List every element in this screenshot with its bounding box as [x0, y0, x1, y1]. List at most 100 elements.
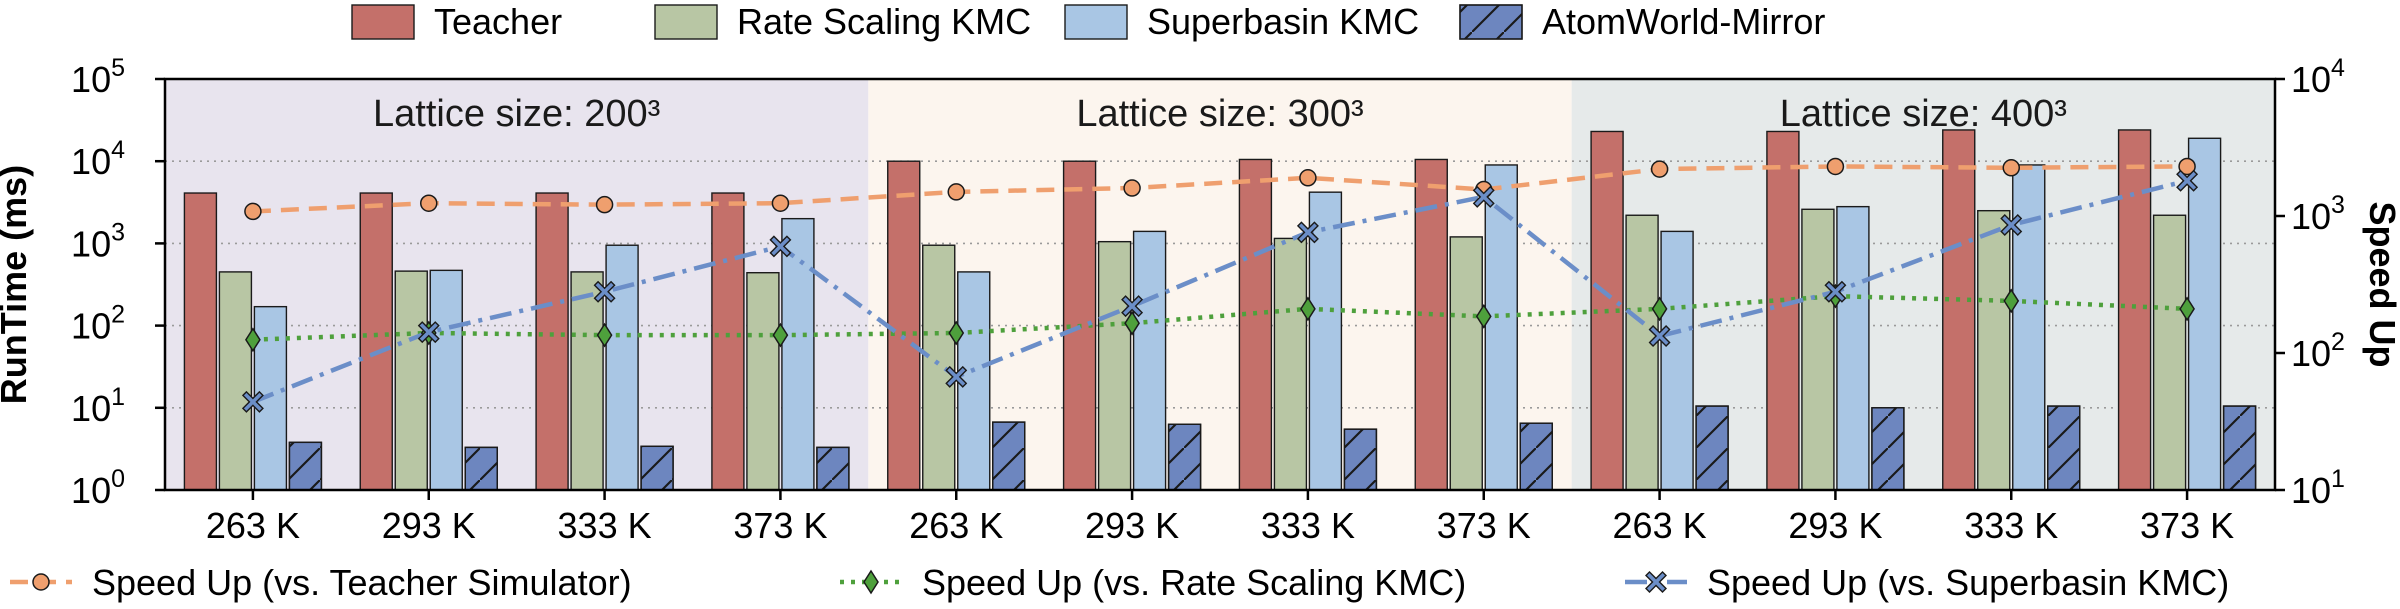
legend-bars: Teacher Rate Scaling KMC Superbasin KMC Ato… — [351, 1, 1825, 42]
line-marker — [2003, 288, 2020, 314]
tick-label: 104 — [71, 136, 125, 182]
bar — [1238, 158, 1273, 491]
legend-entry: Teacher — [351, 1, 562, 42]
plot-frame — [163, 77, 2277, 492]
line-marker — [1824, 280, 1847, 303]
speedup-line — [252, 178, 2188, 404]
line-marker — [595, 195, 614, 214]
bar — [746, 272, 780, 491]
line-marker — [769, 235, 792, 258]
bar — [781, 217, 815, 491]
line-marker — [863, 569, 879, 595]
line-marker — [241, 390, 264, 413]
speedup-line — [252, 293, 2188, 342]
line-marker — [1826, 157, 1845, 176]
bar-hatch — [464, 446, 498, 491]
x-tick-label: 373 K — [733, 505, 827, 546]
x-tick-label: 373 K — [1437, 505, 1531, 546]
bar-hatch — [640, 445, 674, 491]
tick-label: 105 — [71, 54, 125, 100]
bar — [1977, 209, 2011, 491]
tick-label: 101 — [2291, 465, 2345, 511]
tick-label: 104 — [2291, 54, 2345, 100]
bar — [1414, 158, 1448, 491]
line-marker — [2000, 213, 2023, 236]
bar — [1449, 236, 1483, 491]
bar-hatch — [2222, 405, 2257, 491]
bar — [2117, 129, 2152, 491]
bar — [711, 192, 745, 491]
tick-label: 100 — [71, 465, 125, 511]
line-marker — [947, 183, 965, 201]
bar — [1625, 214, 1659, 491]
bar — [359, 192, 393, 491]
bar — [2012, 164, 2046, 491]
line-marker — [1651, 296, 1668, 322]
tick-label: 102 — [71, 301, 125, 347]
x-tick-label: 293 K — [382, 505, 476, 546]
line-marker — [1123, 179, 1141, 197]
line-marker — [1472, 185, 1495, 208]
x-tick-label: 263 K — [206, 505, 300, 546]
line-marker — [417, 321, 440, 344]
gridlines — [165, 160, 2275, 409]
bar — [887, 160, 921, 491]
line-marker — [244, 202, 262, 221]
line-marker — [945, 365, 968, 388]
line-marker — [2179, 296, 2195, 322]
tick-label: 102 — [2291, 328, 2345, 374]
bar-hatch — [816, 446, 850, 491]
line-marker — [1650, 160, 1669, 178]
line-marker — [772, 322, 789, 348]
legend-label: AtomWorld-Mirror — [1542, 1, 1825, 42]
y-axis-right-title: Speed Up — [2362, 201, 2400, 367]
legend-entry: AtomWorld-Mirror — [1459, 1, 1825, 42]
legend-label: Speed Up (vs. Teacher Simulator) — [92, 562, 632, 603]
group-label: Lattice size: 200³ — [373, 93, 660, 135]
legend-entry: Superbasin KMC — [1064, 1, 1419, 42]
line-marker — [2176, 169, 2199, 192]
x-tick-label: 333 K — [1964, 505, 2058, 546]
bar — [1273, 237, 1308, 491]
line-marker — [1475, 304, 1492, 329]
line-marker — [1124, 310, 1140, 336]
group-label: Lattice size: 300³ — [1076, 93, 1363, 135]
group-labels: Lattice size: 200³ Lattice size: 300³ La… — [373, 93, 2067, 135]
legend-label: Superbasin KMC — [1147, 1, 1419, 42]
x-tick-label: 373 K — [2140, 505, 2234, 546]
line-marker — [771, 194, 790, 212]
line-marker — [1300, 296, 1316, 322]
bar-hatch — [1519, 422, 1553, 491]
bar-hatch — [1695, 405, 1729, 491]
y-axis-left-title: RunTime (ms) — [0, 165, 34, 404]
bar-hatch — [1343, 428, 1378, 491]
line-marker — [596, 322, 613, 348]
line-marker — [1296, 221, 1319, 244]
line-marker — [32, 573, 50, 591]
tick-label: 103 — [71, 218, 125, 264]
line-marker — [420, 194, 438, 212]
x-tick-label: 293 K — [1788, 505, 1882, 546]
line-marker — [1299, 169, 1317, 187]
bar — [218, 271, 253, 491]
line-marker — [245, 327, 261, 353]
legend-label: Teacher — [434, 1, 562, 42]
tick-label: 101 — [71, 383, 125, 429]
legend-label: Rate Scaling KMC — [737, 1, 1031, 42]
bar — [2152, 214, 2187, 491]
bar-hatch — [992, 421, 1026, 491]
bars — [183, 129, 2257, 491]
bar-hatch — [288, 441, 323, 491]
line-marker — [1645, 571, 1667, 593]
x-tick-label: 293 K — [1085, 505, 1179, 546]
bar — [394, 270, 428, 491]
bar — [2187, 137, 2222, 491]
legend-entry: Speed Up (vs. Teacher Simulator) — [10, 562, 632, 603]
legend-entry: Rate Scaling KMC — [654, 1, 1031, 42]
x-tick-label: 333 K — [558, 505, 652, 546]
x-tick-label: 333 K — [1261, 505, 1355, 546]
legend-entry: Speed Up (vs. Superbasin KMC) — [1625, 562, 2229, 603]
line-marker — [948, 320, 965, 346]
speedup-lines — [241, 157, 2199, 413]
